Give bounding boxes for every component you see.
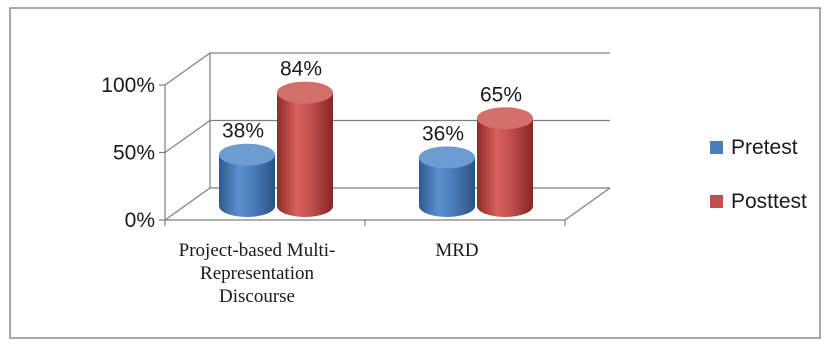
y-tick-label: 50% [113,142,155,165]
bar-cap [477,107,533,130]
bar-pretest [419,146,475,217]
legend-swatch-posttest [710,195,723,208]
data-label: 38% [222,120,264,143]
legend-label-posttest: Posttest [731,190,807,213]
y-tick-label: 100% [101,74,155,97]
data-label: 65% [480,83,522,106]
bar-posttest [277,81,333,217]
bar-cap [419,146,475,169]
x-category-label: Project-based Multi-Representation Discou… [179,240,336,307]
bar-posttest [477,107,533,217]
bar-pretest [219,143,275,217]
chart-border [9,7,821,339]
data-label: 36% [422,122,464,145]
bar-body [419,157,475,217]
bar-cap [219,143,275,166]
bar-cap [277,81,333,104]
bar-body [219,154,275,217]
y-tick-label: 0% [125,209,155,232]
bar-body [477,118,533,217]
legend-label-pretest: Pretest [731,136,798,159]
x-category-label: MRD [435,240,478,261]
bar-body [277,92,333,217]
legend-swatch-pretest [710,141,723,154]
data-label: 84% [280,58,322,81]
floor-edge [564,187,611,221]
